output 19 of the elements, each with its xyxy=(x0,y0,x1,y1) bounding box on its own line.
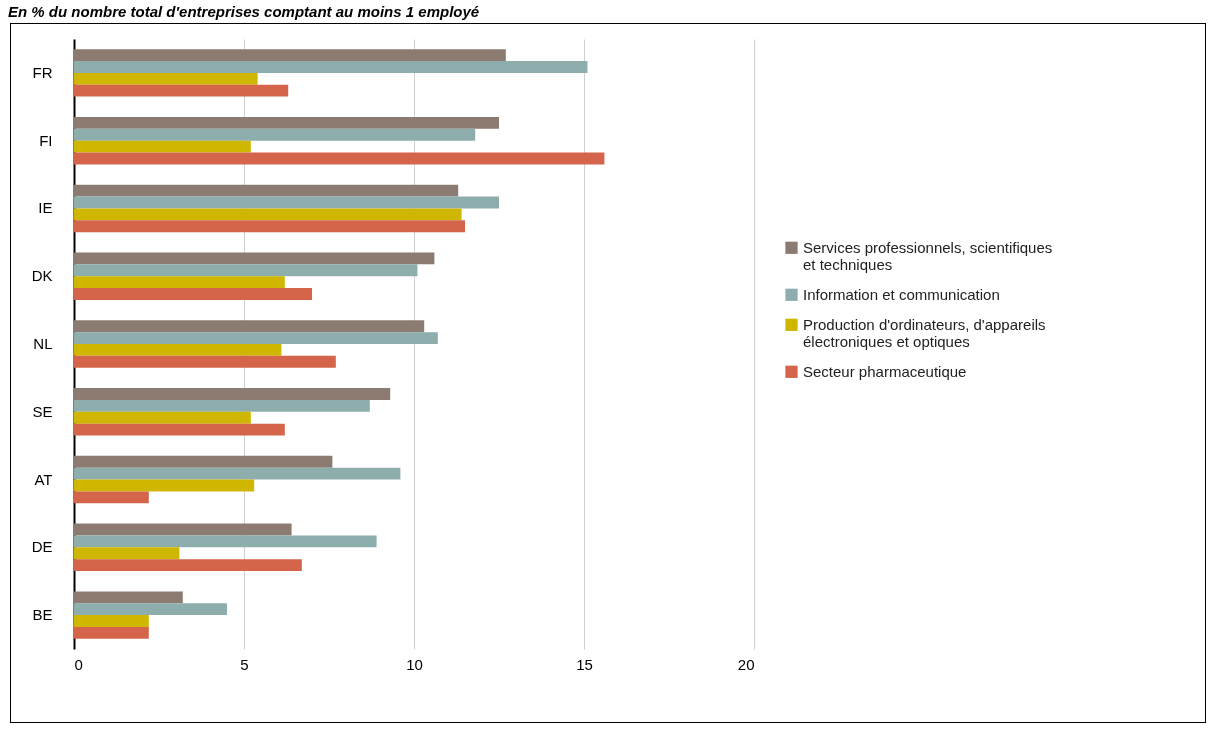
x-tick-label: 20 xyxy=(737,655,755,673)
legend-label: Services professionnels, scientifiques et techniques xyxy=(803,238,1053,273)
x-tick-label: 0 xyxy=(74,655,83,673)
y-tick-label: FI xyxy=(39,131,53,149)
y-tick-label: SE xyxy=(32,402,53,420)
y-tick-label: NL xyxy=(33,335,53,352)
chart-title: En % du nombre total d'entreprises comptant au moins 1 employé xyxy=(7,2,481,22)
x-tick-label: 15 xyxy=(576,655,593,673)
y-tick-label: DK xyxy=(31,267,53,285)
legend-label: Secteur pharmaceutique xyxy=(803,362,967,380)
y-tick-label: BE xyxy=(32,606,53,624)
y-tick-label: IE xyxy=(38,199,53,217)
y-tick-label: AT xyxy=(34,470,53,488)
legend-label: Production d'ordinateurs, d'appareils électroniques et optiques xyxy=(803,315,1046,350)
x-tick-label: 5 xyxy=(240,655,249,673)
legend-label: Information et communication xyxy=(803,285,1000,303)
y-tick-label: DE xyxy=(31,538,53,556)
x-tick-label: 10 xyxy=(406,655,423,673)
y-tick-label: FR xyxy=(32,63,53,81)
